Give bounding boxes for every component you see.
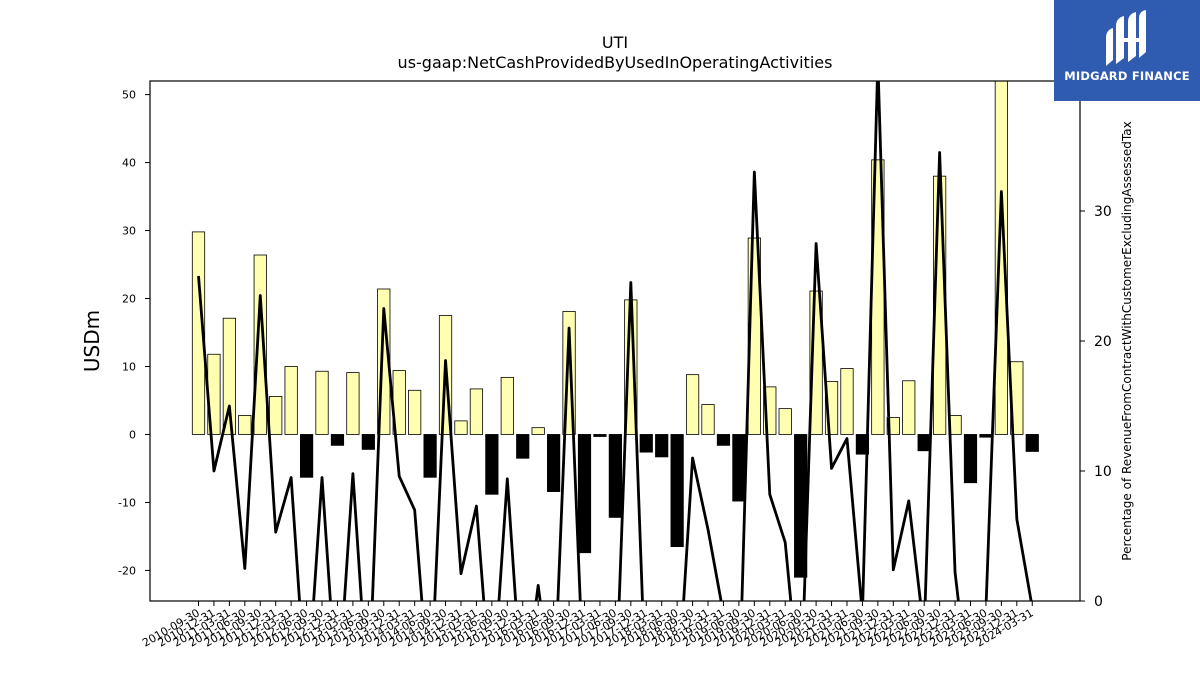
y2-tick-label: 20 <box>1094 334 1112 350</box>
bar <box>716 434 731 446</box>
bar <box>994 81 1008 435</box>
bar <box>855 434 870 455</box>
bar <box>685 374 700 435</box>
chart-title: UTI <box>602 33 628 52</box>
bar <box>469 388 484 435</box>
y-tick-label: 30 <box>122 225 136 238</box>
bar <box>485 434 499 495</box>
bar <box>269 395 283 435</box>
bar <box>979 434 993 438</box>
logo-mark-icon <box>1106 10 1146 66</box>
bar <box>963 434 978 484</box>
bar <box>639 434 653 453</box>
y-tick-label: 0 <box>129 428 136 441</box>
y-tick-label: 40 <box>122 157 136 170</box>
y-tick-label: 10 <box>122 360 136 373</box>
y2-tick-label: 30 <box>1094 204 1112 220</box>
bar <box>577 434 592 554</box>
y-tick-label: 20 <box>122 293 136 306</box>
bar <box>284 366 298 435</box>
bar <box>917 434 931 452</box>
x-axis: 2010-09-302010-12-312011-03-312011-06-30… <box>140 601 1036 650</box>
bar <box>500 376 514 435</box>
midgard-finance-logo: MIDGARD FINANCE <box>1054 0 1200 101</box>
bar <box>547 434 561 492</box>
bar <box>732 434 746 502</box>
left-axis: -20 -10 0 10 20 30 40 50 <box>118 89 150 577</box>
bar <box>593 434 607 437</box>
bar <box>1025 434 1039 452</box>
line-series <box>197 81 1033 601</box>
bar <box>670 434 684 548</box>
y-tick-label: -20 <box>118 564 136 577</box>
bar <box>222 317 236 435</box>
line-path <box>197 81 1033 601</box>
bar <box>840 368 854 435</box>
logo-text: MIDGARD FINANCE <box>1064 69 1190 83</box>
bar <box>902 380 916 435</box>
bar <box>315 370 329 435</box>
y-tick-label: 50 <box>122 89 136 102</box>
y2-axis-label: Percentage of RevenueFromContractWithCus… <box>1120 121 1134 560</box>
bar <box>346 372 360 435</box>
bar <box>191 231 206 435</box>
bar <box>655 434 669 458</box>
y2-tick-label: 10 <box>1094 464 1112 480</box>
bar <box>454 420 468 435</box>
y-tick-label: -10 <box>118 496 136 509</box>
bar <box>531 427 545 435</box>
bar <box>608 434 622 518</box>
bar <box>778 408 792 435</box>
chart-subtitle: us-gaap:NetCashProvidedByUsedInOperating… <box>398 53 833 72</box>
y-axis-label: USDm <box>80 310 104 372</box>
bar <box>253 254 267 435</box>
bar <box>408 389 422 435</box>
bar <box>330 434 345 446</box>
bar <box>423 434 437 478</box>
bar <box>299 434 314 478</box>
bar <box>238 415 252 435</box>
bar <box>361 434 375 450</box>
y2-tick-label: 0 <box>1094 594 1103 610</box>
bar <box>516 434 530 459</box>
bar <box>701 404 715 435</box>
